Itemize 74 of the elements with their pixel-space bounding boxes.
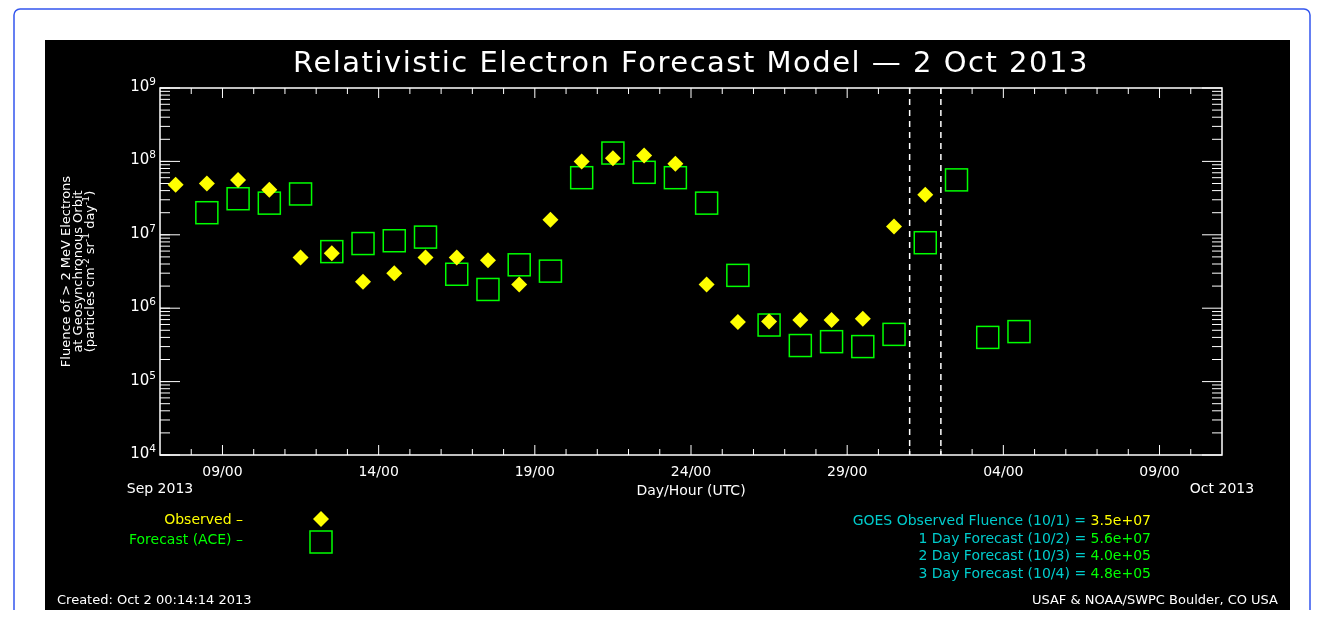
point xyxy=(230,171,247,188)
point xyxy=(698,276,715,293)
point xyxy=(694,191,719,215)
x-tick-label: 24/00 xyxy=(670,463,712,479)
point xyxy=(601,141,625,165)
x-tick-label: 09/00 xyxy=(1139,463,1180,479)
point xyxy=(355,273,372,290)
point xyxy=(573,153,590,170)
point xyxy=(854,310,871,327)
point xyxy=(792,312,809,329)
point xyxy=(444,262,469,287)
text: Created: Oct 2 00:14:14 2013 xyxy=(57,592,252,607)
point xyxy=(917,186,934,203)
x-axis-title: Day/Hour (UTC) xyxy=(636,482,746,498)
x-tick-label: 14/00 xyxy=(358,463,399,479)
point xyxy=(538,259,563,283)
point xyxy=(788,333,813,358)
y-tick-label: 10$^{4}$ xyxy=(130,442,157,462)
point xyxy=(882,322,906,347)
y-tick-label: 10$^{7}$ xyxy=(130,221,156,242)
text: Sep 2013 xyxy=(126,480,194,496)
point xyxy=(757,313,781,337)
x-tick-label: 04/00 xyxy=(983,463,1024,479)
text: Observed – xyxy=(164,511,243,527)
text: 1 Day Forecast (10/2) = 5.6e+07 xyxy=(918,529,1151,546)
point xyxy=(167,176,184,193)
point xyxy=(417,249,434,266)
point xyxy=(511,276,528,293)
point xyxy=(288,182,313,206)
point xyxy=(886,218,903,235)
point xyxy=(479,252,496,269)
chart-title: Relativistic Electron Forecast Model — 2 Oct 2013 xyxy=(293,45,1089,79)
point xyxy=(663,165,688,190)
point xyxy=(261,181,278,198)
point xyxy=(632,160,656,185)
text: 2 Day Forecast (10/3) = 4.0e+05 xyxy=(918,547,1151,563)
y-tick-label: 10$^{5}$ xyxy=(130,368,156,389)
text: 3 Day Forecast (10/4) = 4.8e+05 xyxy=(918,564,1151,581)
point xyxy=(226,186,250,211)
point xyxy=(198,175,215,192)
x-tick-label: 29/00 xyxy=(827,463,868,479)
text: USAF & NOAA/SWPC Boulder, CO USA xyxy=(1031,592,1279,607)
point xyxy=(823,312,840,329)
y-tick-label: 10$^{9}$ xyxy=(130,75,156,95)
point xyxy=(476,277,500,302)
point xyxy=(413,225,438,249)
point xyxy=(636,147,653,164)
point xyxy=(542,211,559,228)
point xyxy=(351,231,375,256)
point xyxy=(257,191,282,215)
point xyxy=(667,155,684,172)
point xyxy=(819,329,844,354)
text: Oct 2013 xyxy=(1189,480,1255,496)
point xyxy=(320,239,344,264)
point xyxy=(913,230,938,255)
text: Forecast (ACE) – xyxy=(128,531,243,547)
point xyxy=(1007,319,1031,344)
text: GOES Observed Fluence (10/1) = 3.5e+07 xyxy=(852,512,1151,528)
x-tick-label: 19/00 xyxy=(514,463,555,479)
point xyxy=(851,334,875,359)
point xyxy=(726,263,750,288)
point xyxy=(382,228,407,253)
y-tick-label: 10$^{6}$ xyxy=(130,295,157,316)
point xyxy=(195,200,219,225)
y-tick-label: 10$^{8}$ xyxy=(130,148,156,169)
point xyxy=(944,168,969,192)
point xyxy=(569,165,594,190)
point xyxy=(507,253,531,277)
point xyxy=(292,249,309,266)
point xyxy=(448,249,465,266)
point xyxy=(386,265,403,282)
point xyxy=(975,325,1000,350)
x-tick-label: 09/00 xyxy=(202,463,243,479)
point xyxy=(729,313,746,330)
